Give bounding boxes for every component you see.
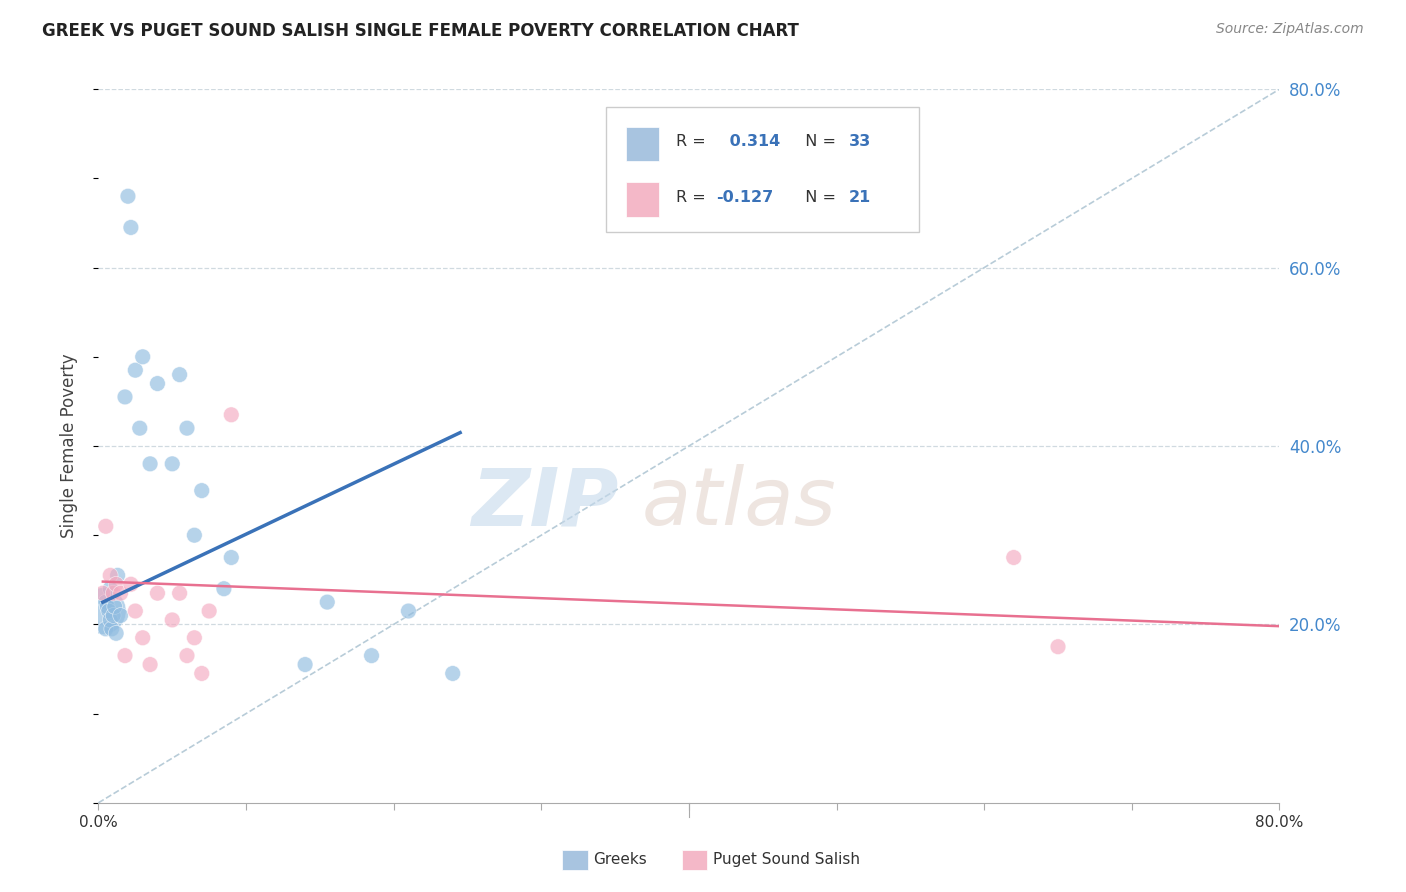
Point xyxy=(100,622,122,636)
Point xyxy=(104,599,127,614)
Text: N =: N = xyxy=(796,190,841,204)
Text: atlas: atlas xyxy=(641,464,837,542)
Text: -0.127: -0.127 xyxy=(716,190,773,204)
Text: ZIP: ZIP xyxy=(471,464,619,542)
Point xyxy=(98,582,121,596)
Point xyxy=(107,568,129,582)
Point xyxy=(176,648,198,663)
Point xyxy=(94,519,117,533)
Point xyxy=(183,631,205,645)
Point xyxy=(128,421,150,435)
Point xyxy=(1046,640,1069,654)
Text: Greeks: Greeks xyxy=(593,853,647,867)
Point xyxy=(120,220,142,235)
Point xyxy=(103,586,125,600)
Point xyxy=(146,586,169,600)
Text: GREEK VS PUGET SOUND SALISH SINGLE FEMALE POVERTY CORRELATION CHART: GREEK VS PUGET SOUND SALISH SINGLE FEMAL… xyxy=(42,22,799,40)
Point xyxy=(139,657,162,672)
Point xyxy=(360,648,382,663)
Point xyxy=(105,577,128,591)
Point xyxy=(98,568,121,582)
Y-axis label: Single Female Poverty: Single Female Poverty xyxy=(59,354,77,538)
Point xyxy=(97,604,120,618)
Point xyxy=(139,457,162,471)
Point xyxy=(91,604,114,618)
Point xyxy=(396,604,419,618)
Text: 33: 33 xyxy=(848,135,870,149)
Point xyxy=(294,657,316,672)
Point xyxy=(124,604,146,618)
Point xyxy=(117,189,139,203)
Point xyxy=(219,550,242,565)
Bar xyxy=(626,182,659,217)
Text: N =: N = xyxy=(796,135,841,149)
Point xyxy=(103,608,125,623)
Point xyxy=(124,363,146,377)
Point xyxy=(212,582,235,596)
Point xyxy=(110,586,132,600)
Point xyxy=(114,390,136,404)
Point xyxy=(198,604,221,618)
Point xyxy=(105,626,128,640)
Text: Source: ZipAtlas.com: Source: ZipAtlas.com xyxy=(1216,22,1364,37)
Point xyxy=(169,586,191,600)
Point xyxy=(120,577,142,591)
Text: R =: R = xyxy=(676,135,711,149)
Text: Puget Sound Salish: Puget Sound Salish xyxy=(713,853,860,867)
Point xyxy=(96,599,118,614)
Point xyxy=(441,666,464,681)
FancyBboxPatch shape xyxy=(606,107,920,232)
Point xyxy=(91,586,114,600)
Point xyxy=(191,483,214,498)
Point xyxy=(114,648,136,663)
Point xyxy=(1002,550,1025,565)
Point xyxy=(162,457,183,471)
Point xyxy=(98,613,121,627)
Point xyxy=(176,421,198,435)
Text: 21: 21 xyxy=(848,190,870,204)
Point xyxy=(146,376,169,391)
Bar xyxy=(626,127,659,161)
Point xyxy=(191,666,214,681)
Text: 0.314: 0.314 xyxy=(724,135,780,149)
Point xyxy=(162,613,183,627)
Point xyxy=(183,528,205,542)
Point xyxy=(132,631,155,645)
Point xyxy=(94,595,117,609)
Point xyxy=(94,622,117,636)
Point xyxy=(219,408,242,422)
Point xyxy=(132,350,155,364)
Text: R =: R = xyxy=(676,190,711,204)
Point xyxy=(110,608,132,623)
Point xyxy=(316,595,339,609)
Point xyxy=(169,368,191,382)
